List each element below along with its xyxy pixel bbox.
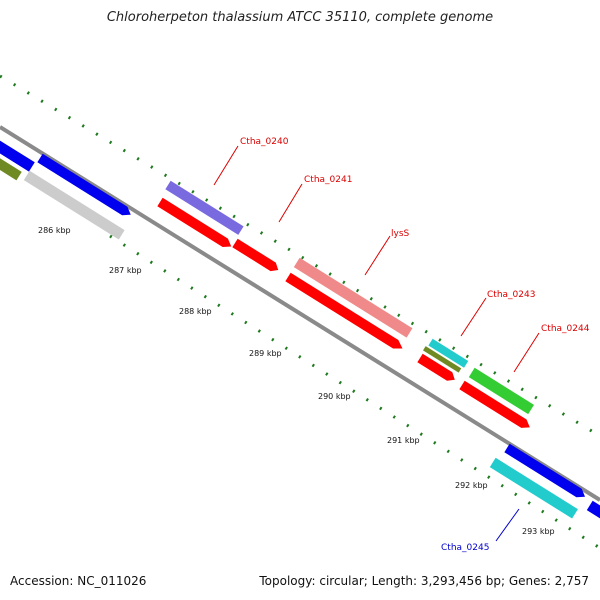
gene-block-blue-edge — [586, 500, 600, 521]
inner-tick-track — [109, 234, 600, 550]
gene-block-olive-2 — [423, 346, 462, 373]
tick-label-290: 290 kbp — [318, 392, 351, 401]
gene-block-ctha0240 — [165, 180, 244, 235]
gene-arrow-blue-3 — [504, 443, 586, 498]
tick-label-292: 292 kbp — [455, 481, 488, 490]
accession-text: Accession: NC_011026 — [10, 574, 147, 588]
callout-line-lyss — [364, 235, 391, 276]
gene-label-lyss: lysS — [391, 229, 410, 239]
callout-line-ctha0240 — [213, 145, 239, 186]
gene-label-ctha0243: Ctha_0243 — [487, 290, 535, 300]
callout-line-ctha0243 — [460, 297, 487, 337]
gene-arrow-blue-2 — [37, 153, 131, 216]
gene-arrow-red-4 — [459, 380, 530, 428]
tick-label-286: 286 kbp — [38, 226, 71, 235]
gene-arrow-red-3 — [417, 353, 455, 381]
gene-label-ctha0240: Ctha_0240 — [240, 137, 289, 147]
tick-label-289: 289 kbp — [249, 349, 282, 358]
gene-label-ctha0241: Ctha_0241 — [304, 175, 352, 185]
gene-arrow-ctha0241b — [232, 238, 279, 272]
callout-line-ctha0245 — [495, 508, 520, 542]
page-title: Chloroherpeton thalassium ATCC 35110, co… — [106, 10, 494, 25]
gene-block-olive-1 — [0, 149, 22, 181]
gene-label-ctha0244: Ctha_0244 — [541, 324, 590, 334]
gene-block-ctha0244 — [468, 367, 535, 415]
tick-label-293: 293 kbp — [522, 527, 555, 536]
gene-label-ctha0245: Ctha_0245 — [441, 543, 489, 553]
gene-block-lyss — [293, 257, 413, 338]
genome-stats-text: Topology: circular; Length: 3,293,456 bp… — [259, 574, 589, 588]
tick-label-288: 288 kbp — [179, 307, 212, 316]
gene-blocks — [0, 137, 600, 521]
tick-labels: 286 kbp 287 kbp 288 kbp 289 kbp 290 kbp … — [38, 226, 555, 536]
outer-tick-track — [0, 74, 600, 438]
gene-arrow-ctha0241a — [157, 197, 232, 248]
gene-callouts: Ctha_0240 Ctha_0241 lysS Ctha_0243 Ctha_… — [213, 137, 590, 553]
callout-line-ctha0241 — [278, 183, 303, 223]
gene-block-ctha0243 — [428, 338, 469, 368]
tick-label-287: 287 kbp — [109, 266, 142, 275]
callout-line-ctha0244 — [513, 332, 540, 373]
gene-arrow-red-lysS-inner — [285, 272, 403, 349]
genome-backbone — [0, 125, 600, 502]
tick-label-291: 291 kbp — [387, 436, 420, 445]
gene-block-blue-1 — [0, 137, 35, 172]
gene-block-gray-1 — [23, 170, 125, 240]
gene-block-ctha0245 — [489, 457, 578, 519]
